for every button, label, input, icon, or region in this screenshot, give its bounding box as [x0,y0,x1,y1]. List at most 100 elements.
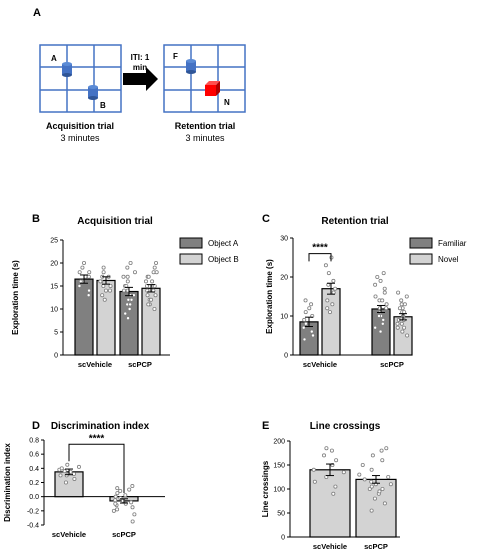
significance-label: **** [312,243,328,254]
data-point [115,507,120,512]
panel-a-letter: A [33,7,41,19]
data-point [395,325,400,330]
significance-label: **** [89,433,105,444]
data-point [334,458,339,463]
data-point [331,278,336,283]
data-point [384,302,389,307]
data-point [307,306,312,311]
data-point [129,297,134,302]
data-point [380,486,385,491]
data-point [125,265,130,270]
data-point [326,271,331,276]
data-point [146,274,151,279]
y-tick-label: 10 [50,307,58,314]
data-point [121,274,126,279]
novel-object-label: N [224,98,230,107]
data-point [108,283,113,288]
y-tick-label: 0 [54,353,58,360]
data-point [395,321,400,326]
data-point [312,479,317,484]
data-point [331,491,336,496]
data-point [115,486,120,491]
retention-arena: F N [163,44,246,113]
x-tick-label: scVehicle [78,360,112,369]
x-tick-label: scVehicle [52,530,86,539]
data-point [144,283,149,288]
data-point [396,290,401,295]
data-point [87,270,92,275]
panel-a: A A B Acquisition trial 3 minutes ITI [33,7,246,143]
data-point [380,458,385,463]
data-point [375,274,380,279]
data-point [379,448,384,453]
y-tick-label: 200 [273,439,285,446]
chart-acquisition-trial: Acquisition trial Exploration time (s) 0 5 1… [11,216,239,369]
data-point [378,329,383,334]
data-point [302,317,307,322]
data-point [303,310,308,315]
data-point [127,306,132,311]
y-tick-label: 0.8 [29,438,39,445]
data-point [118,488,123,493]
data-point [303,321,308,326]
y-tick-label: 10 [280,314,288,321]
data-point [327,310,332,315]
acquisition-arena-border [39,44,122,113]
data-point [130,519,135,524]
data-point [377,313,382,318]
data-point [405,333,410,338]
iti-label-line1: ITI: 1 [131,53,150,62]
retention-arena-border [163,44,246,113]
y-tick-label: 15 [50,284,58,291]
acquisition-arena: A B [39,44,122,113]
data-point [113,498,118,503]
data-point [303,298,308,303]
chart-discrimination-index: Discrimination index Discrimination index… [3,421,165,539]
data-point [77,283,82,288]
retention-title: Retention trial [175,121,236,131]
data-point [311,467,316,472]
data-point [86,293,91,298]
data-point [146,302,151,307]
data-point [111,508,116,513]
data-point [125,274,130,279]
y-axis-label: Line crossings [261,460,270,517]
data-point [87,288,92,293]
bar [321,288,341,356]
data-point [378,278,383,283]
y-axis-label: Discrimination index [3,443,12,522]
data-point [126,297,131,302]
chart-line-crossings: Line crossings Line crossings 0 50 100 150 200… [261,421,400,550]
y-tick-label: 0 [281,535,285,542]
y-tick-label: 30 [280,236,288,243]
data-point [65,462,70,467]
data-point [386,474,391,479]
data-point [152,306,157,311]
chart-title: Discrimination index [51,421,150,432]
data-point [123,311,128,316]
object-b-label: B [100,101,106,110]
iti-label-line2: min [133,63,147,72]
data-point [72,476,77,481]
data-point [399,321,404,326]
x-tick-label: scVehicle [303,360,337,369]
legend-swatch [409,237,433,249]
data-point [310,333,315,338]
data-point [309,329,314,334]
y-tick-label: 0.4 [29,466,39,473]
data-point [323,263,328,268]
data-point [113,494,118,499]
data-point [333,484,338,489]
data-point [149,297,154,302]
data-point [369,508,374,513]
y-tick-label: 25 [50,238,58,245]
data-point [128,302,133,307]
data-point [100,293,105,298]
y-tick-label: 50 [277,511,285,518]
data-point [357,472,362,477]
bar [309,469,351,538]
significance-bracket [308,253,332,262]
right-arrow-icon [123,67,158,91]
data-point [382,290,387,295]
